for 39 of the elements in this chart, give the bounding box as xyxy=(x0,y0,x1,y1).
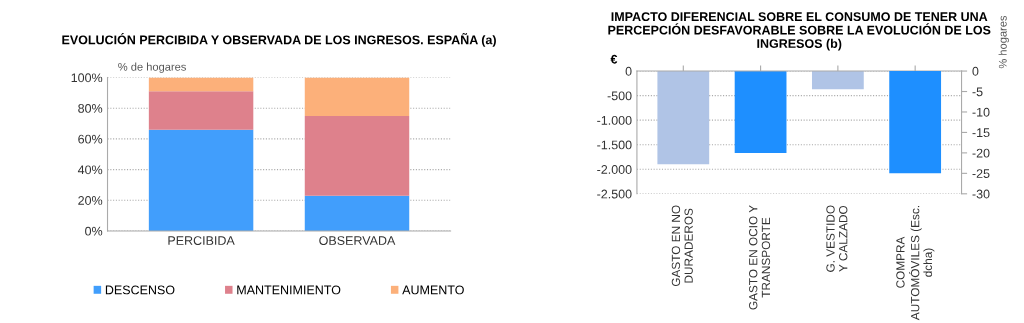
bar xyxy=(148,91,254,130)
legend-label: MANTENIMIENTO xyxy=(237,285,341,295)
bar xyxy=(304,115,410,196)
bar xyxy=(148,129,254,231)
y2-tick-label: -25 xyxy=(972,169,990,178)
y2-tick-label: 0 xyxy=(972,66,979,76)
y-tick-label: 0% xyxy=(85,226,103,236)
y-tick-label: 100% xyxy=(71,73,103,83)
legend-label: DESCENSO xyxy=(105,285,175,295)
bar xyxy=(304,195,410,231)
y-axis-title: € xyxy=(610,54,618,64)
y2-tick-label: -10 xyxy=(972,107,990,117)
chart-title: EVOLUCIÓN PERCIBIDA Y OBSERVADA DE LOS INGRESOS. ESPAÑA (a) xyxy=(62,33,496,47)
bar xyxy=(148,77,254,92)
y-tick-label: 20% xyxy=(78,196,103,205)
y-tick-label: -2.000 xyxy=(597,165,632,174)
x-tick-label: COMPRA AUTOMÓVILES (Esc. dcha) xyxy=(896,205,935,321)
x-tick-label: GASTO EN OCIO Y TRANSPORTE xyxy=(749,205,771,310)
x-tick-label: G. VESTIDO Y CALZADO xyxy=(826,205,848,272)
y2-axis-title: % hogares xyxy=(998,15,1009,69)
bar xyxy=(304,77,410,116)
y-tick-label: 0 xyxy=(625,66,632,76)
chart-title: IMPACTO DIFERENCIAL SOBRE EL CONSUMO DE TENER UNA PERCEPCIÓN DESFAVORABLE SOBRE LA EVOLUCIÓN DE LOS INGRESOS (b) xyxy=(608,12,991,51)
x-tick-label: OBSERVADA xyxy=(319,236,396,245)
x-tick-label: GASTO EN NO DURADEROS xyxy=(671,205,693,287)
y-tick-label: -500 xyxy=(607,91,632,101)
y-tick-label: -1.000 xyxy=(597,115,632,125)
y2-tick-label: -5 xyxy=(972,87,983,97)
y2-tick-label: -30 xyxy=(972,189,990,199)
y2-tick-label: -15 xyxy=(972,128,990,138)
y-tick-label: 60% xyxy=(78,134,103,144)
y-tick-label: 40% xyxy=(77,165,103,175)
y-tick-label: -1.500 xyxy=(597,140,632,150)
y-axis-title: % de hogares xyxy=(118,62,186,73)
y2-tick-label: -20 xyxy=(972,148,990,158)
y-tick-label: 80% xyxy=(78,104,103,113)
x-tick-label: PERCIBIDA xyxy=(168,236,235,245)
legend-label: AUMENTO xyxy=(402,285,464,295)
y-tick-label: -2.500 xyxy=(597,189,632,199)
